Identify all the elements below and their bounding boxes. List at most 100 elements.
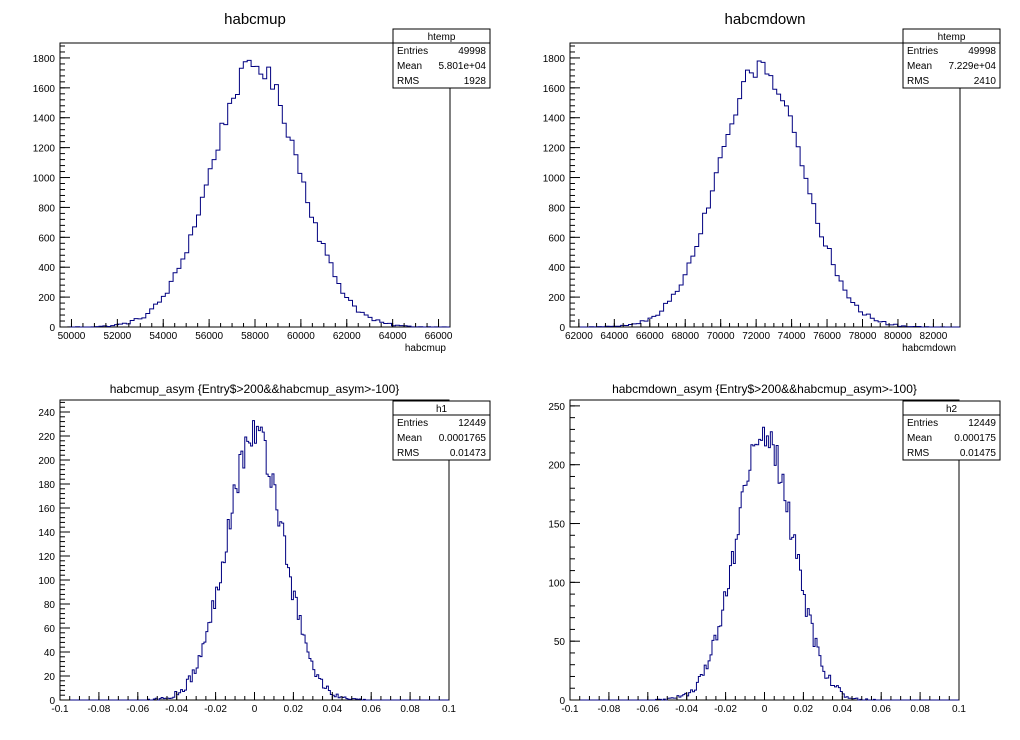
histogram-line (570, 426, 959, 701)
pad-habcmup-asym: habcmup_asym {Entry$>200&&habcmup_asym>-… (0, 370, 510, 740)
stats-name: h2 (946, 404, 958, 415)
y-tick-label: 1600 (543, 84, 566, 95)
x-tick-label: -0.02 (204, 704, 227, 715)
pad-habcmdown-asym: habcmdown_asym {Entry$>200&&habcmup_asym… (510, 370, 1020, 740)
stats-label: Entries (907, 46, 938, 57)
plot-frame (59, 399, 450, 701)
x-tick-label: -0.08 (88, 704, 111, 715)
y-tick-label: 1400 (33, 114, 56, 125)
chart-title: habcmup_asym {Entry$>200&&habcmup_asym>-… (110, 382, 400, 396)
y-tick-label: 50 (554, 637, 566, 648)
x-tick-label: 0.04 (833, 704, 853, 715)
stats-box (902, 28, 1001, 89)
y-tick-label: 1800 (33, 54, 56, 65)
y-tick-label: 1000 (33, 174, 56, 185)
y-tick-label: 150 (548, 520, 565, 531)
stats-value: 0.0001765 (439, 433, 487, 444)
y-tick-label: 220 (38, 432, 55, 443)
y-tick-label: 0 (49, 323, 55, 334)
x-tick-label: -0.06 (636, 704, 659, 715)
y-tick-label: 200 (38, 456, 55, 467)
y-tick-label: 200 (38, 293, 55, 304)
x-tick-label: 62000 (565, 331, 593, 342)
stats-value: 12449 (968, 418, 996, 429)
stats-label: Entries (397, 46, 428, 57)
y-tick-label: 160 (38, 504, 55, 515)
y-tick-label: 200 (548, 461, 565, 472)
x-tick-label: 62000 (333, 331, 361, 342)
stats-box (902, 400, 1001, 461)
stats-label: RMS (397, 448, 420, 459)
stats-label: Mean (397, 61, 422, 72)
y-tick-label: 1600 (33, 84, 56, 95)
stats-value: 49998 (458, 46, 486, 57)
x-tick-label: 0.02 (794, 704, 814, 715)
x-axis-label: habcmup (405, 343, 447, 354)
x-tick-label: -0.06 (126, 704, 149, 715)
x-tick-label: 0 (762, 704, 768, 715)
y-tick-label: 180 (38, 480, 55, 491)
y-tick-label: 120 (38, 552, 55, 563)
x-tick-label: 0 (252, 704, 258, 715)
y-tick-label: 140 (38, 528, 55, 539)
y-tick-label: 600 (548, 233, 565, 244)
histogram-line (60, 420, 449, 701)
y-tick-label: 1800 (543, 54, 566, 65)
histogram-habcmup-asym: habcmup_asym {Entry$>200&&habcmup_asym>-… (38, 382, 491, 715)
y-tick-label: 1000 (543, 174, 566, 185)
x-tick-label: -0.1 (51, 704, 69, 715)
y-tick-label: 0 (559, 323, 565, 334)
x-tick-label: 50000 (58, 331, 86, 342)
stats-name: h1 (436, 404, 448, 415)
stats-name: htemp (428, 32, 456, 43)
stats-label: Mean (907, 433, 932, 444)
chart-title: habcmdown_asym {Entry$>200&&habcmup_asym… (612, 382, 917, 396)
x-tick-label: 0.02 (284, 704, 304, 715)
x-tick-label: -0.04 (165, 704, 188, 715)
stats-value: 7.229e+04 (948, 61, 996, 72)
y-tick-label: 1400 (543, 114, 566, 125)
stats-value: 0.01473 (450, 448, 487, 459)
histogram-line (60, 59, 450, 328)
stats-value: 0.01475 (960, 448, 997, 459)
x-tick-label: 0.1 (952, 704, 966, 715)
y-tick-label: 80 (44, 600, 56, 611)
y-tick-label: 40 (44, 648, 56, 659)
y-tick-label: 400 (548, 263, 565, 274)
x-tick-label: 64000 (600, 331, 628, 342)
stats-label: Entries (907, 418, 938, 429)
stats-label: Entries (397, 418, 428, 429)
y-tick-label: 1200 (543, 144, 566, 155)
x-tick-label: 52000 (103, 331, 131, 342)
stats-value: 1928 (464, 76, 487, 87)
x-tick-label: 74000 (778, 331, 806, 342)
y-tick-label: 100 (548, 578, 565, 589)
x-tick-label: 70000 (707, 331, 735, 342)
x-tick-label: 60000 (287, 331, 315, 342)
stats-label: RMS (397, 76, 420, 87)
x-tick-label: 54000 (149, 331, 177, 342)
y-tick-label: 1200 (33, 144, 56, 155)
y-tick-label: 0 (49, 696, 55, 707)
y-tick-label: 800 (38, 203, 55, 214)
stats-label: Mean (907, 61, 932, 72)
x-tick-label: 0.06 (361, 704, 381, 715)
chart-title: habcmup (224, 11, 286, 28)
y-tick-label: 60 (44, 624, 56, 635)
stats-label: RMS (907, 76, 930, 87)
stats-box (392, 28, 491, 89)
y-tick-label: 250 (548, 402, 565, 413)
y-tick-label: 600 (38, 233, 55, 244)
histogram-habcmup: habcmup 50000 52000 54000 56000 58000 60000 620… (33, 11, 491, 354)
stats-label: Mean (397, 433, 422, 444)
x-tick-label: 76000 (813, 331, 841, 342)
y-tick-label: 200 (548, 293, 565, 304)
y-tick-label: 800 (548, 203, 565, 214)
x-tick-label: 80000 (884, 331, 912, 342)
stats-value: 12449 (458, 418, 486, 429)
stats-box (392, 400, 491, 461)
y-tick-label: 400 (38, 263, 55, 274)
chart-title: habcmdown (725, 11, 806, 28)
plot-frame (569, 42, 961, 328)
stats-value: 49998 (968, 46, 996, 57)
